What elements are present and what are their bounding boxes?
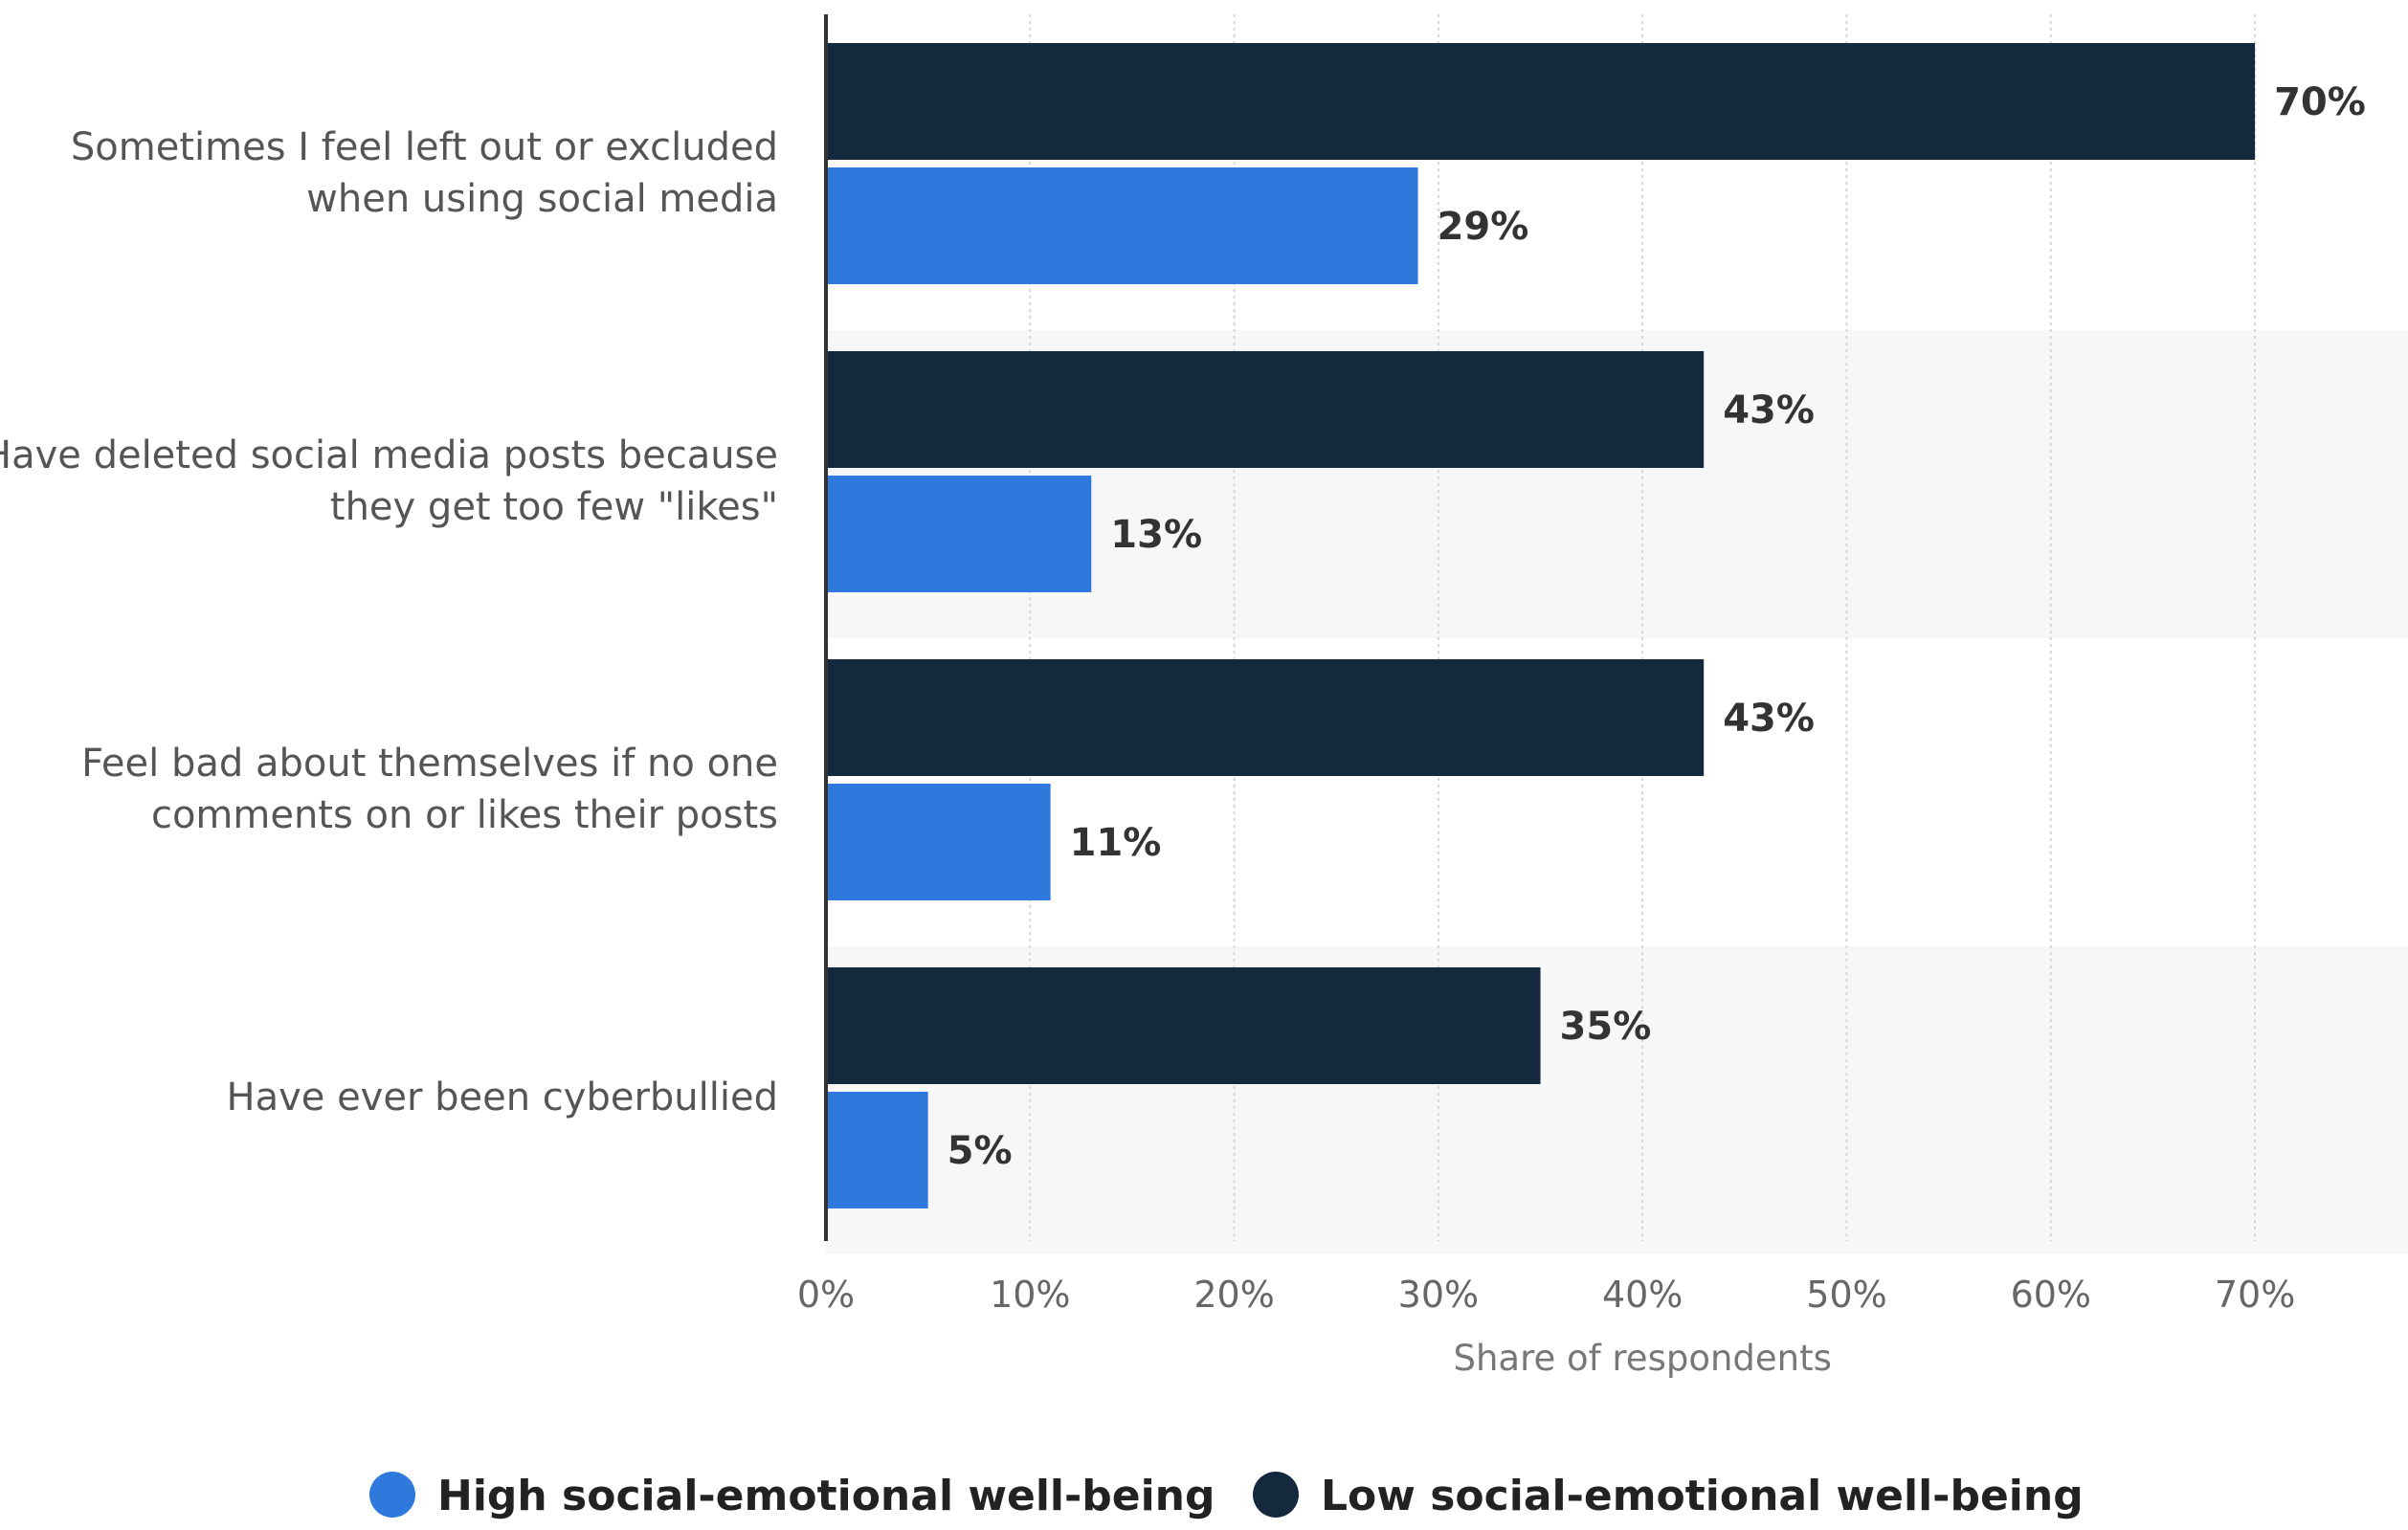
x-tick-label: 0% <box>797 1274 855 1316</box>
data-label: 5% <box>948 1129 1013 1173</box>
bar-high <box>826 167 1418 284</box>
category-label: Sometimes I feel left out or excluded <box>71 125 778 169</box>
data-label: 70% <box>2274 80 2366 124</box>
bar-high <box>826 784 1051 900</box>
bar-low <box>826 659 1705 776</box>
legend-marker <box>369 1472 415 1518</box>
x-tick-label: 10% <box>990 1274 1070 1316</box>
bar-low <box>826 351 1705 468</box>
category-label: comments on or likes their posts <box>151 793 778 837</box>
bar-high <box>826 1092 928 1208</box>
x-tick-label: 20% <box>1193 1274 1274 1316</box>
x-axis-title: Share of respondents <box>1453 1338 1831 1379</box>
x-tick-label: 70% <box>2215 1274 2295 1316</box>
category-label: Feel bad about themselves if no one <box>81 742 778 786</box>
category-label: they get too few "likes" <box>330 485 778 529</box>
legend-marker <box>1253 1472 1299 1518</box>
bar-high <box>826 476 1092 592</box>
category-bands <box>826 330 2408 1254</box>
legend-label: High social-emotional well-being <box>437 1472 1215 1520</box>
data-label: 43% <box>1723 697 1815 741</box>
legend: High social-emotional well-being Low soci… <box>369 1472 2084 1520</box>
bar-low <box>826 967 1541 1084</box>
category-label: Have deleted social media posts because <box>0 433 778 477</box>
x-axis-tick-labels: 0%10%20%30%40%50%60%70%80% <box>797 1274 2295 1316</box>
x-tick-label: 50% <box>1806 1274 1886 1316</box>
data-label: 11% <box>1070 821 1162 865</box>
data-label: 35% <box>1560 1005 1652 1049</box>
data-label: 13% <box>1110 513 1202 557</box>
x-tick-label: 30% <box>1398 1274 1479 1316</box>
bars <box>826 43 2256 1208</box>
data-label: 29% <box>1438 205 1529 249</box>
category-label: when using social media <box>306 177 778 221</box>
data-labels: 70% 43% 43% 35% 29% 13% 11% 5% <box>948 80 2366 1173</box>
data-label: 43% <box>1723 388 1815 432</box>
x-tick-label: 40% <box>1602 1274 1683 1316</box>
x-tick-label: 60% <box>2011 1274 2091 1316</box>
category-labels: Sometimes I feel left out or excluded whe… <box>0 125 778 1120</box>
category-label: Have ever been cyberbullied <box>226 1075 778 1120</box>
legend-label: Low social-emotional well-being <box>1321 1472 2084 1520</box>
bar-low <box>826 43 2256 160</box>
